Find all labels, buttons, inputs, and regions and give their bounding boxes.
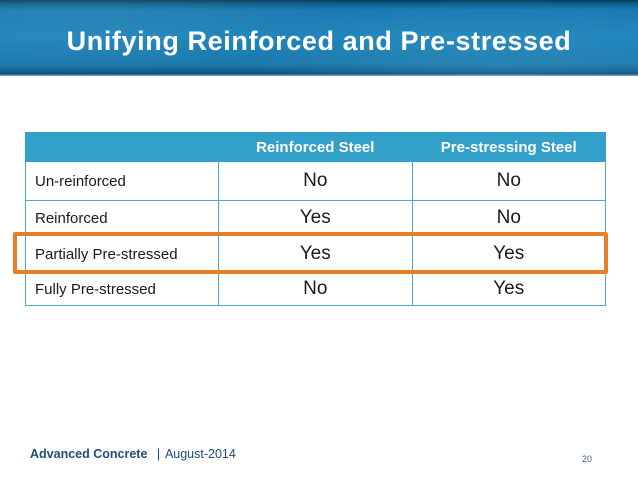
- footer: Advanced Concrete | August-2014: [30, 447, 236, 461]
- title-banner: Unifying Reinforced and Pre-stressed: [0, 0, 638, 76]
- row-label: Un-reinforced: [25, 161, 219, 201]
- cell-pre-stressing-steel: Yes: [411, 272, 606, 306]
- cell-reinforced-steel: Yes: [218, 235, 413, 273]
- column-header-reinforced-steel: Reinforced Steel: [218, 132, 413, 162]
- cell-pre-stressing-steel: No: [411, 200, 606, 236]
- cell-reinforced-steel: No: [218, 272, 413, 306]
- footer-separator: |: [156, 447, 161, 461]
- comparison-table: Reinforced Steel Pre-stressing Steel Un-…: [25, 132, 606, 306]
- column-header-pre-stressing-steel: Pre-stressing Steel: [411, 132, 606, 162]
- row-label: Fully Pre-stressed: [25, 272, 219, 306]
- row-label: Reinforced: [25, 200, 219, 236]
- cell-pre-stressing-steel: No: [411, 161, 606, 201]
- footer-date: August-2014: [164, 447, 236, 461]
- footer-brand: Advanced Concrete: [30, 447, 148, 461]
- slide-title: Unifying Reinforced and Pre-stressed: [66, 26, 572, 56]
- cell-reinforced-steel: Yes: [218, 200, 413, 236]
- cell-pre-stressing-steel: Yes: [411, 235, 606, 273]
- table-row-partially-pre-stressed: Partially Pre-stressed Yes Yes: [25, 235, 606, 273]
- cell-reinforced-steel: No: [218, 161, 413, 201]
- row-label: Partially Pre-stressed: [25, 235, 219, 273]
- table-row-un-reinforced: Un-reinforced No No: [25, 161, 606, 201]
- table-row-fully-pre-stressed: Fully Pre-stressed No Yes: [25, 272, 606, 306]
- table-header-row: Reinforced Steel Pre-stressing Steel: [25, 132, 606, 162]
- page-number: 20: [581, 454, 592, 464]
- column-header-empty: [25, 132, 219, 162]
- table-row-reinforced: Reinforced Yes No: [25, 200, 606, 236]
